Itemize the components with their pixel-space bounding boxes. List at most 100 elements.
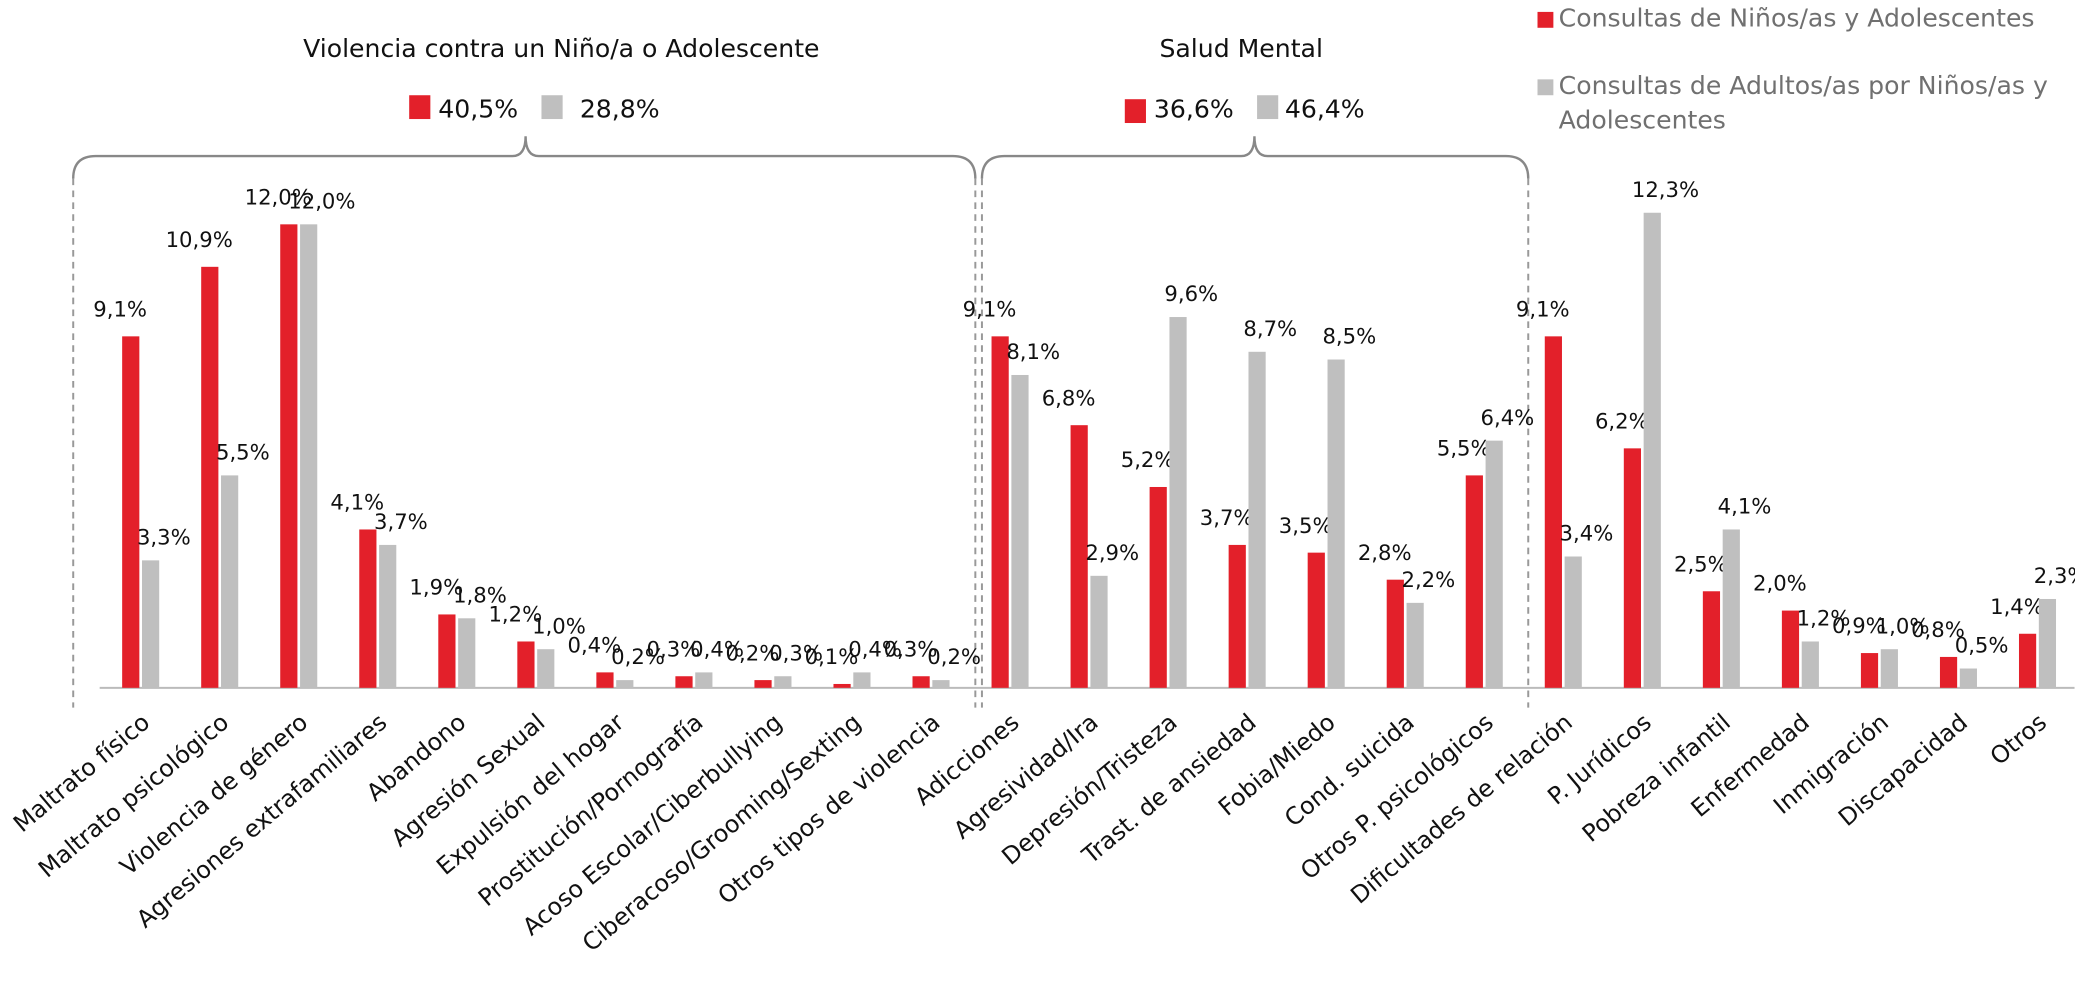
data-label: 6,4% [1481, 405, 1535, 430]
bar [221, 475, 239, 688]
legend-swatch [1537, 79, 1554, 96]
legend-swatch [1537, 11, 1554, 28]
data-label: 9,1% [93, 297, 147, 322]
bar [1860, 653, 1879, 688]
data-label: 12,0% [245, 184, 312, 209]
bar [833, 683, 851, 688]
bar [1702, 591, 1721, 688]
bar [2018, 633, 2037, 688]
data-label: 2,9% [1085, 540, 1139, 565]
group-total: 40,5% [438, 95, 518, 124]
bar [141, 560, 160, 688]
bar [1386, 579, 1404, 688]
data-label: 3,7% [374, 509, 428, 534]
bar [300, 224, 318, 688]
data-label: 3,4% [1560, 521, 1614, 546]
data-label: 0,2% [927, 644, 981, 669]
bar [537, 649, 555, 688]
bar [458, 618, 476, 688]
bar [1465, 475, 1483, 688]
bar [1406, 602, 1424, 688]
bar [1564, 556, 1582, 688]
data-label: 4,1% [1718, 494, 1772, 519]
bar [596, 672, 614, 688]
data-label: 2,3% [2034, 563, 2075, 588]
brace [980, 136, 1530, 179]
bar [675, 676, 693, 688]
bar [1149, 486, 1167, 688]
bar [359, 529, 377, 688]
total-swatch [541, 95, 563, 120]
data-label: 5,5% [216, 440, 270, 465]
data-label: 0,4% [690, 637, 744, 662]
bar [912, 676, 930, 688]
bar [1643, 212, 1661, 688]
bar [1544, 336, 1562, 688]
data-label: 4,1% [330, 490, 384, 515]
data-label: 8,1% [1006, 339, 1060, 364]
data-label: 3,7% [1200, 505, 1254, 530]
data-label: 2,8% [1358, 540, 1412, 565]
data-label: 0,4% [848, 637, 902, 662]
data-label: 3,3% [137, 524, 191, 549]
bar [1248, 351, 1266, 688]
bar [1880, 649, 1898, 688]
data-label: 6,8% [1042, 385, 1096, 410]
data-label: 8,5% [1322, 324, 1376, 349]
data-label: 5,5% [1437, 436, 1491, 461]
bar [1959, 668, 1977, 688]
total-swatch [1124, 99, 1146, 124]
data-label: 10,9% [166, 227, 233, 252]
bar [1090, 575, 1108, 688]
group-title: Violencia contra un Niño/a o Adolescente [303, 34, 819, 63]
bar [754, 680, 772, 688]
data-label: 1,2% [1797, 606, 1851, 631]
legend-entry: Consultas de Adultos/as por Niños/as y A… [1558, 71, 2048, 135]
bar [1722, 529, 1740, 688]
legend-label: Consultas de Niños/as y Adolescentes [1558, 3, 2035, 34]
data-label: 0,3% [647, 636, 701, 661]
bar [1801, 641, 1819, 688]
bar [1623, 448, 1642, 688]
bar [1228, 544, 1246, 688]
bar [438, 614, 456, 688]
bar [1011, 374, 1029, 688]
data-label: 0,5% [1955, 633, 2009, 658]
legend-label: Consultas de Adultos/as por Niños/as y A… [1558, 71, 2048, 135]
bar [280, 224, 298, 688]
data-label: 5,2% [1121, 447, 1175, 472]
total-swatch [409, 95, 431, 120]
bar [517, 641, 535, 688]
data-label: 0,3% [769, 640, 823, 665]
data-label: 0,2% [611, 644, 665, 669]
bar [991, 336, 1009, 688]
data-label: 0,8% [1911, 617, 1965, 642]
bar [853, 672, 871, 688]
data-label: 12,3% [1632, 177, 1699, 202]
data-label: 2,0% [1753, 571, 1807, 596]
bar [695, 672, 713, 688]
data-label: 1,4% [1990, 594, 2044, 619]
data-label: 3,5% [1279, 513, 1333, 538]
data-label: 0,2% [726, 640, 780, 665]
bar [2038, 598, 2057, 688]
group-total: 28,8% [580, 95, 660, 124]
data-label: 9,1% [1516, 297, 1570, 322]
bar [1939, 656, 1958, 688]
data-label: 2,5% [1674, 551, 1728, 576]
data-label: 1,8% [453, 582, 507, 607]
bar [932, 680, 950, 688]
bar [379, 544, 397, 688]
bar [774, 676, 792, 688]
bar [1485, 440, 1503, 688]
total-swatch [1257, 95, 1279, 120]
bar [1307, 552, 1325, 688]
group-title: Salud Mental [1159, 34, 1322, 63]
data-label: 0,9% [1832, 613, 1886, 638]
bar [201, 266, 219, 688]
bar [1781, 610, 1800, 688]
brace [72, 136, 977, 179]
data-label: 8,7% [1243, 316, 1297, 341]
